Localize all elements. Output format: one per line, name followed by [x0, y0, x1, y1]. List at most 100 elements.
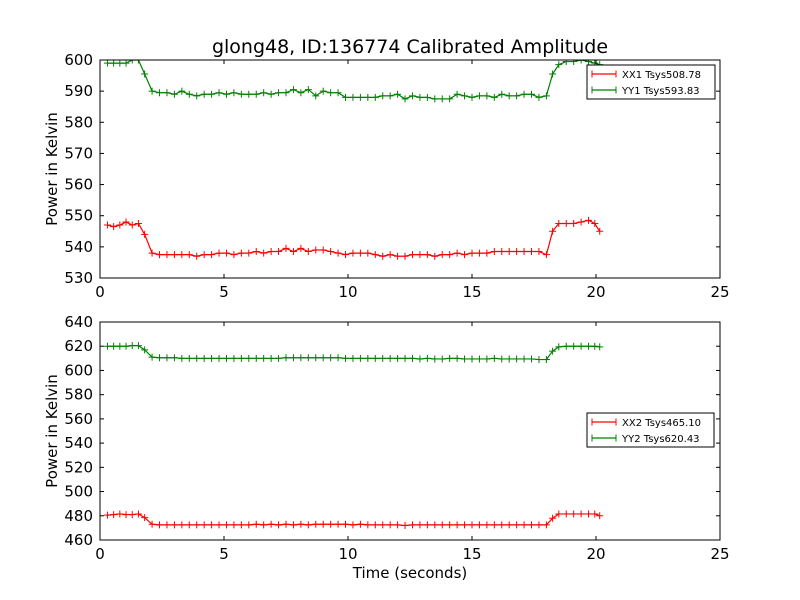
data-point: [237, 521, 245, 529]
data-point: [371, 251, 379, 259]
data-point: [438, 251, 446, 259]
data-point: [483, 92, 491, 100]
data-point: [215, 521, 223, 529]
data-point: [446, 354, 454, 362]
data-point: [103, 221, 111, 229]
data-point: [327, 354, 335, 362]
x-tick-label: 15: [462, 545, 481, 563]
data-point: [498, 248, 506, 256]
data-point: [356, 249, 364, 257]
data-point: [312, 92, 320, 100]
x-tick-label: 25: [710, 283, 729, 301]
data-point: [408, 92, 416, 100]
data-point: [319, 87, 327, 95]
data-point: [461, 355, 469, 363]
data-point: [528, 248, 536, 256]
data-point: [163, 89, 171, 97]
legend-marker: [591, 434, 617, 442]
y-tick-label: 590: [64, 82, 93, 100]
data-point: [163, 251, 171, 259]
data-point: [252, 90, 260, 98]
data-point: [483, 249, 491, 257]
data-point: [513, 355, 521, 363]
data-point: [549, 227, 557, 235]
data-point: [275, 354, 283, 362]
data-point: [483, 521, 491, 529]
data-point: [468, 521, 476, 529]
data-point: [304, 86, 312, 94]
data-point: [245, 249, 253, 257]
x-tick-label: 5: [219, 283, 229, 301]
data-point: [260, 521, 268, 529]
data-point: [237, 249, 245, 257]
data-point: [577, 342, 585, 350]
legend-label: XX1 Tsys508.78: [622, 70, 701, 81]
data-point: [260, 89, 268, 97]
data-point: [193, 92, 201, 100]
data-point: [549, 347, 557, 355]
data-point: [423, 251, 431, 259]
data-point: [116, 221, 124, 229]
data-point: [528, 90, 536, 98]
data-point: [200, 251, 208, 259]
data-point: [542, 356, 550, 364]
data-point: [401, 354, 409, 362]
data-point: [319, 520, 327, 528]
data-point: [401, 521, 409, 529]
data-point: [453, 521, 461, 529]
data-point: [555, 510, 563, 518]
data-point: [570, 342, 578, 350]
data-point: [446, 251, 454, 259]
x-tick-label: 25: [710, 545, 729, 563]
data-point: [591, 342, 599, 350]
data-point: [141, 346, 149, 354]
data-point: [156, 521, 164, 529]
data-point: [327, 89, 335, 97]
data-point: [475, 521, 483, 529]
x-tick-label: 5: [219, 545, 229, 563]
data-point: [319, 354, 327, 362]
data-point: [431, 355, 439, 363]
data-point: [178, 251, 186, 259]
plot-area: [103, 342, 604, 529]
data-point: [596, 343, 604, 351]
data-point: [334, 249, 342, 257]
data-point: [416, 521, 424, 529]
data-point: [128, 60, 136, 64]
data-point: [490, 521, 498, 529]
legend-marker: [591, 86, 617, 94]
data-point: [267, 354, 275, 362]
data-point: [562, 342, 570, 350]
data-point: [148, 353, 156, 361]
top-panel: 0 5 10 15 20 25 530 540 550 560 570 580 590 600 Power …: [43, 51, 730, 301]
data-point: [386, 251, 394, 259]
data-point: [394, 354, 402, 362]
data-point: [267, 520, 275, 528]
y-axis-label: Power in Kelvin: [43, 112, 61, 226]
data-point: [282, 89, 290, 97]
data-point: [116, 510, 124, 518]
data-point: [585, 60, 593, 66]
data-point: [122, 218, 130, 226]
data-point: [128, 342, 136, 350]
data-point: [483, 355, 491, 363]
data-point: [289, 248, 297, 256]
data-point: [386, 354, 394, 362]
data-point: [431, 252, 439, 260]
data-point: [245, 521, 253, 529]
data-point: [446, 95, 454, 103]
data-point: [468, 249, 476, 257]
data-point: [230, 89, 238, 97]
data-point: [193, 354, 201, 362]
data-point: [222, 249, 230, 257]
y-tick-label: 620: [64, 337, 93, 355]
data-point: [596, 512, 604, 520]
data-point: [134, 510, 142, 518]
chart-title: glong48, ID:136774 Calibrated Amplitude: [212, 36, 608, 58]
data-point: [134, 60, 142, 64]
data-point: [549, 70, 557, 78]
data-point: [289, 521, 297, 529]
data-point: [222, 521, 230, 529]
data-point: [585, 216, 593, 224]
data-point: [342, 520, 350, 528]
